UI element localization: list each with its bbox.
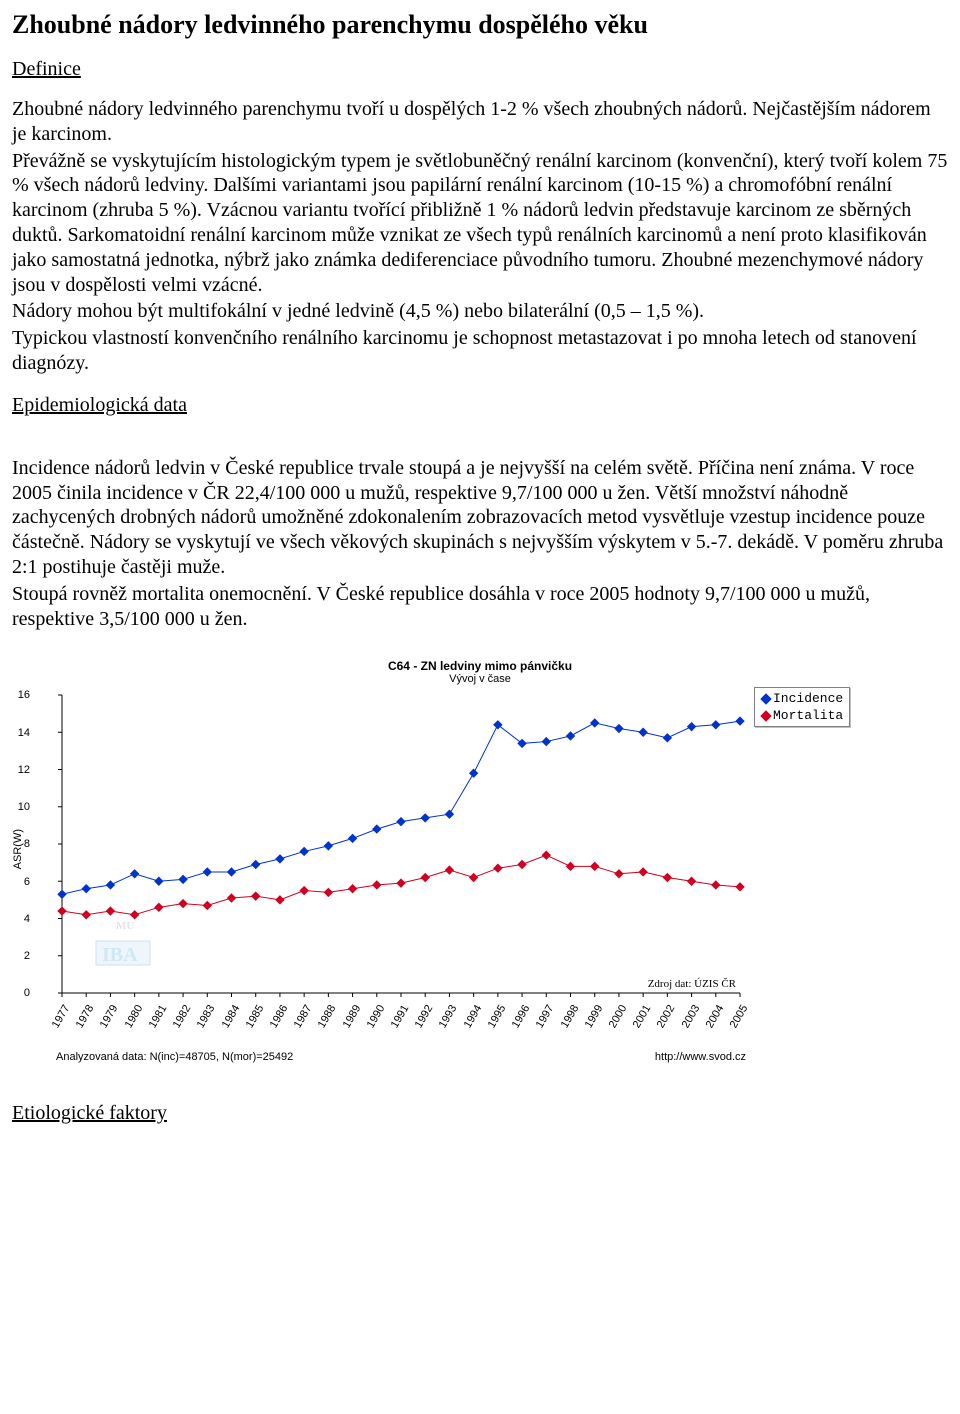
source-url: http://www.svod.cz (655, 1051, 746, 1063)
legend-item: Incidence (759, 691, 843, 706)
chart-legend: Incidence Mortalita (754, 687, 850, 727)
paragraph: Incidence nádorů ledvin v České republic… (12, 456, 948, 580)
chart-c64: C64 - ZN ledviny mimo pánvičku Vývoj v č… (12, 659, 948, 1063)
chart-subtitle: Vývoj v čase (12, 673, 948, 685)
paragraph: Typickou vlastností konvenčního renálníh… (12, 326, 948, 376)
svg-text:MU: MU (116, 920, 134, 932)
chart-plot: MU IBA Zdroj dat: ÚZIS ČR (56, 689, 746, 999)
section-epidemiologie: Epidemiologická data (12, 394, 948, 417)
section-etiologie: Etiologické faktory (12, 1102, 948, 1125)
x-ticks: 1977197819791980198119821983198419851986… (56, 999, 746, 1049)
chart-title: C64 - ZN ledviny mimo pánvičku (12, 659, 948, 673)
paragraph: Nádory mohou být multifokální v jedné le… (12, 299, 948, 324)
paragraph: Zhoubné nádory ledvinného parenchymu tvo… (12, 97, 948, 147)
paragraph: Stoupá rovněž mortalita onemocnění. V Če… (12, 582, 948, 632)
legend-item: Mortalita (759, 708, 843, 723)
page-title: Zhoubné nádory ledvinného parenchymu dos… (12, 10, 948, 40)
svg-text:Zdroj dat: ÚZIS ČR: Zdroj dat: ÚZIS ČR (648, 978, 737, 990)
y-axis-label: ASR(W) (12, 829, 24, 869)
analysis-data-text: Analyzovaná data: N(inc)=48705, N(mor)=2… (56, 1051, 293, 1063)
svg-text:IBA: IBA (102, 944, 138, 966)
paragraph: Převážně se vyskytujícím histologickým t… (12, 149, 948, 298)
section-definice: Definice (12, 58, 948, 81)
